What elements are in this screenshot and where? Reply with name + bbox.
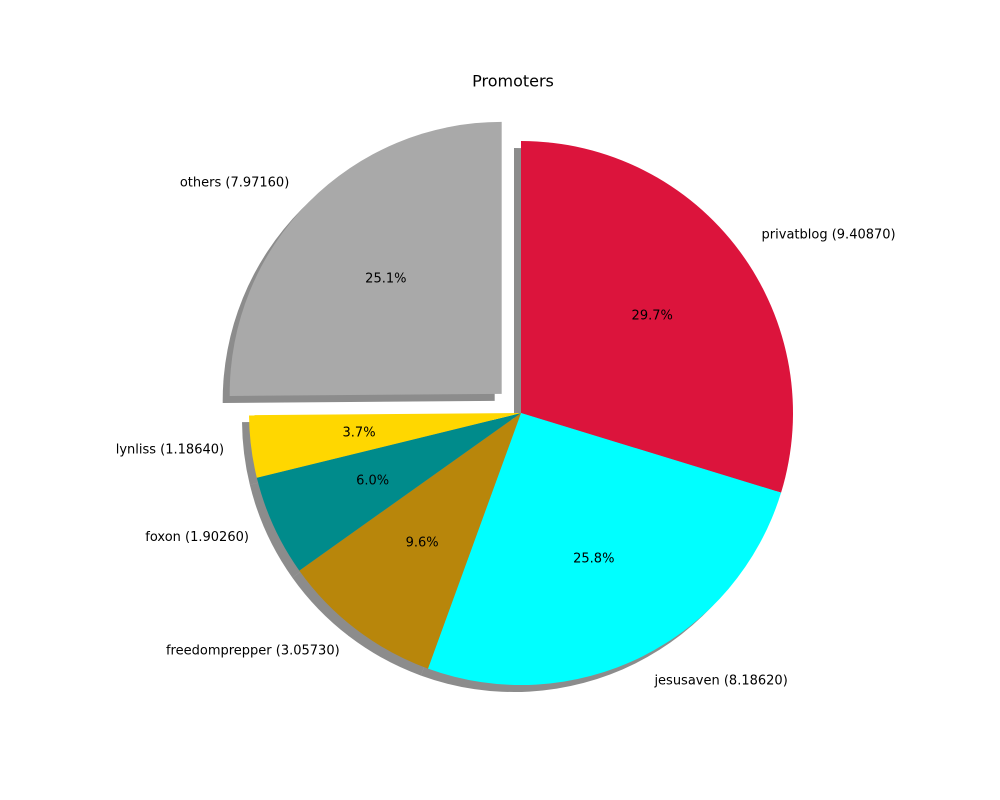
category-label: jesusaven (8.18620) (653, 673, 787, 688)
percent-label: 6.0% (356, 473, 389, 488)
wedge (299, 413, 521, 669)
wedge (427, 413, 782, 685)
category-label: privatblog (9.40870) (762, 228, 896, 243)
percent-label: 25.8% (573, 552, 614, 567)
category-label: others (7.97160) (180, 176, 289, 191)
wedge (249, 413, 521, 478)
percent-label: 29.7% (632, 308, 673, 323)
percent-label: 3.7% (343, 426, 376, 441)
wedge (256, 413, 521, 571)
wedges (229, 121, 793, 685)
category-label: foxon (1.90260) (145, 530, 249, 545)
wedge (521, 141, 793, 493)
chart-title: Promoters (472, 72, 554, 91)
category-label: lynliss (1.18640) (116, 443, 224, 458)
percent-label: 25.1% (365, 271, 406, 286)
wedge (229, 121, 502, 396)
category-label: freedomprepper (3.05730) (166, 644, 340, 659)
percent-label: 9.6% (406, 535, 439, 550)
